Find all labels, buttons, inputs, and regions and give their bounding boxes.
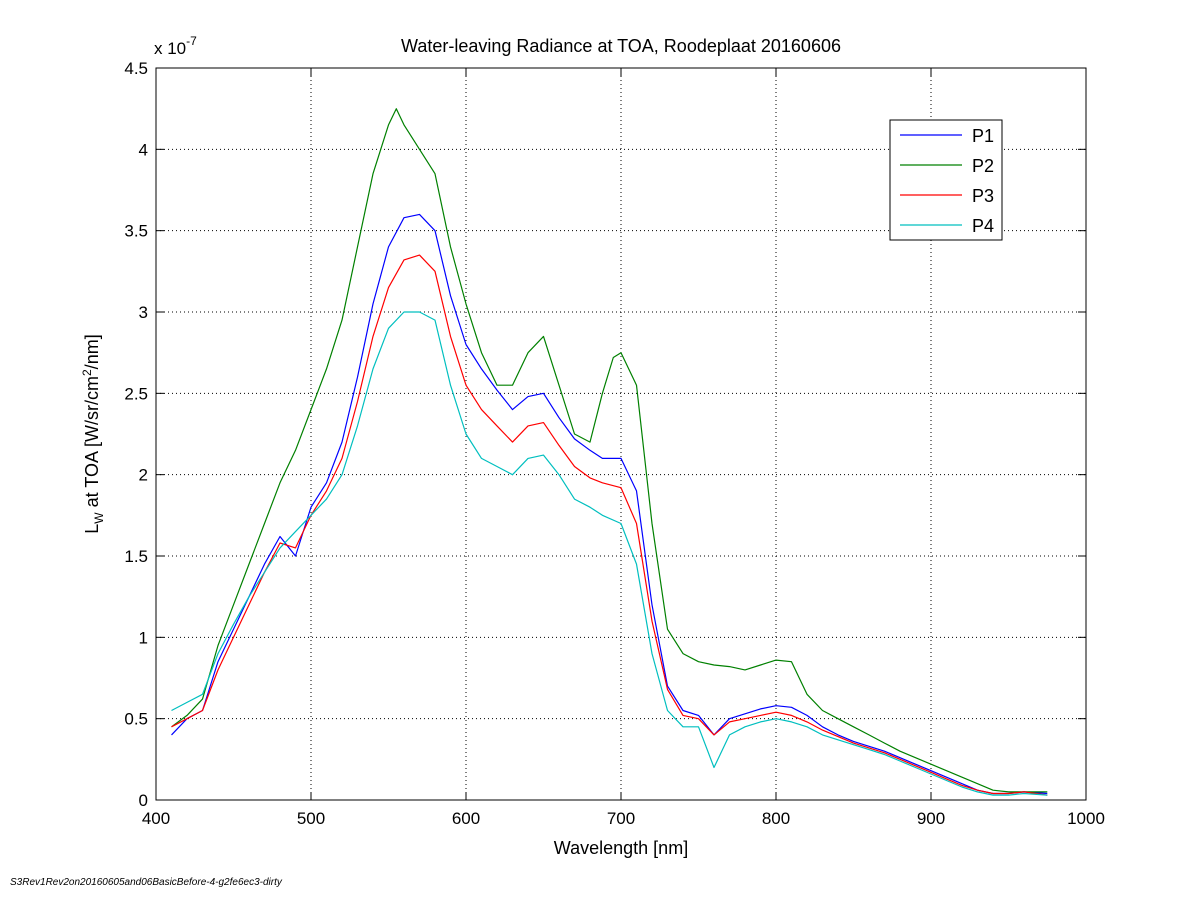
series-lines <box>171 108 1048 796</box>
y-multiplier: x 10-7 <box>154 34 197 58</box>
legend-label-p3: P3 <box>972 186 994 206</box>
y-axis-label-subscript: W <box>92 512 106 524</box>
y-tick-label: 2 <box>139 466 148 485</box>
legend-items: P1 P2 P3 P4 <box>900 126 994 236</box>
x-tick-label: 900 <box>917 809 945 828</box>
x-tick-label: 400 <box>142 809 170 828</box>
y-tick-label: 1.5 <box>124 547 148 566</box>
y-multiplier-exponent: -7 <box>186 34 197 48</box>
legend: P1 P2 P3 P4 <box>889 119 1003 241</box>
legend-label-p2: P2 <box>972 156 994 176</box>
y-tick-label: 0 <box>139 791 148 810</box>
x-tick-label: 800 <box>762 809 790 828</box>
grid <box>156 68 1086 800</box>
y-tick-label: 0.5 <box>124 710 148 729</box>
legend-label-p1: P1 <box>972 126 994 146</box>
y-axis-label-end: /nm] <box>82 334 102 369</box>
x-tick-label: 500 <box>297 809 325 828</box>
y-axis-label-superscript: 2 <box>80 369 94 376</box>
y-axis-label: LW at TOA [W/sr/cm2/nm] <box>80 334 106 533</box>
y-axis-label-text: at TOA [W/sr/cm <box>82 376 102 512</box>
chart-title: Water-leaving Radiance at TOA, Roodeplaa… <box>401 36 841 56</box>
y-tick-label: 3.5 <box>124 222 148 241</box>
series-line-p4 <box>171 311 1048 796</box>
x-tick-label: 600 <box>452 809 480 828</box>
y-tick-label: 2.5 <box>124 384 148 403</box>
y-tick-label: 4.5 <box>124 59 148 78</box>
x-tick-label: 1000 <box>1067 809 1105 828</box>
legend-label-p4: P4 <box>972 216 994 236</box>
x-tick-label: 700 <box>607 809 635 828</box>
footer-note: S3Rev1Rev2on20160605and06BasicBefore-4-g… <box>10 877 282 888</box>
y-tick-label: 1 <box>139 628 148 647</box>
series-line-p3 <box>171 254 1048 796</box>
series-line-p1 <box>171 213 1048 795</box>
x-axis-label: Wavelength [nm] <box>554 838 688 858</box>
legend-box <box>889 119 1003 241</box>
y-axis-label-main: L <box>82 524 102 534</box>
y-tick-label: 3 <box>139 303 148 322</box>
y-multiplier-base: x 10 <box>154 39 186 58</box>
axis-ticks: 400 500 600 700 800 900 1000 0 0.5 1 1.5 2 2.5 3 3.5 4 4… <box>124 59 1105 828</box>
y-tick-label: 4 <box>139 140 148 159</box>
series-line-p2 <box>171 108 1048 793</box>
